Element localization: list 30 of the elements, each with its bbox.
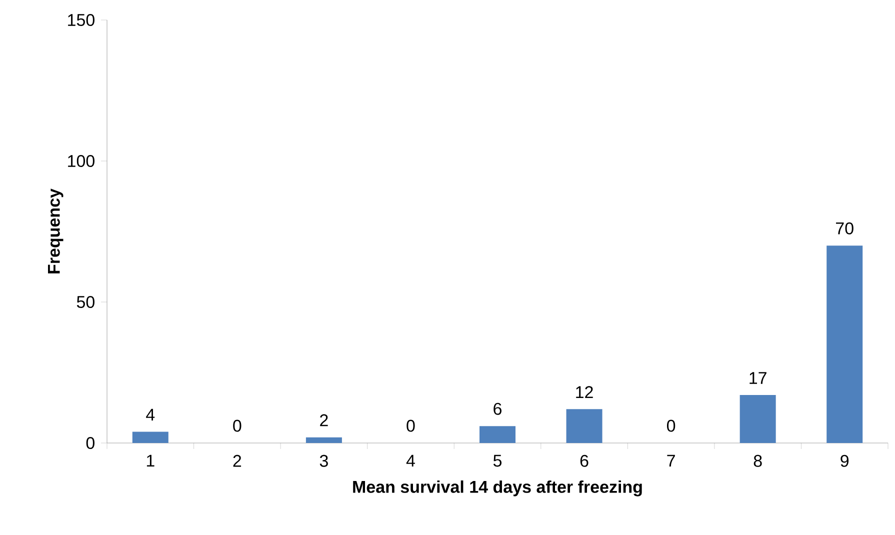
y-tick-label: 0	[86, 436, 94, 450]
data-label: 12	[576, 386, 593, 398]
y-axis-title: Frequency	[48, 188, 64, 274]
x-tick-label: 2	[233, 454, 242, 467]
x-tick-label: 7	[667, 454, 675, 467]
x-tick-label: 5	[493, 454, 502, 467]
bar	[826, 246, 863, 443]
bar	[306, 437, 342, 443]
data-label: 6	[494, 402, 502, 415]
data-label: 0	[667, 420, 676, 432]
x-tick-label: 8	[754, 454, 762, 467]
y-tick-label: 100	[68, 154, 94, 168]
y-tick-label: 150	[68, 14, 94, 26]
data-label: 17	[750, 372, 766, 384]
y-tick-label: 50	[76, 296, 94, 308]
bar	[480, 426, 516, 443]
bar	[740, 395, 776, 443]
x-axis-title: Mean survival 14 days after freezing	[353, 480, 642, 496]
data-label: 70	[836, 222, 854, 234]
bar	[566, 409, 602, 443]
data-label: 0	[406, 420, 415, 432]
x-tick-label: 6	[580, 454, 588, 467]
x-tick-label: 4	[406, 454, 415, 467]
x-tick-label: 3	[320, 454, 328, 467]
x-tick-label: 1	[146, 454, 154, 467]
x-tick-label: 9	[840, 454, 849, 467]
data-label: 4	[146, 408, 155, 421]
data-label: 0	[233, 420, 242, 432]
bar	[132, 432, 168, 443]
data-label: 2	[320, 414, 328, 426]
